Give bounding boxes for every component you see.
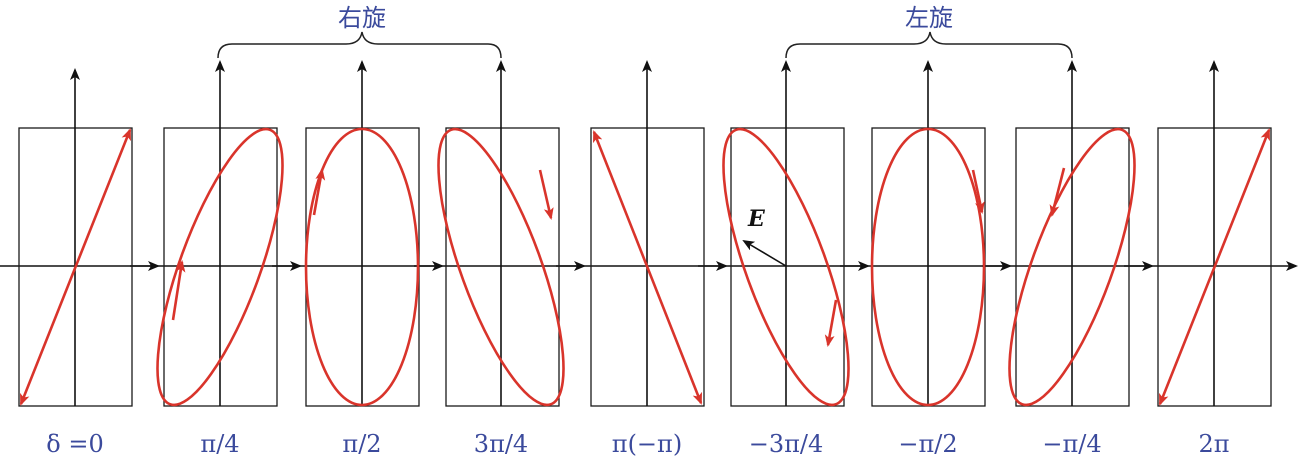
panel-frame	[445, 127, 560, 407]
polarization-ellipse	[722, 127, 850, 407]
phase-label: −π/4	[1042, 430, 1101, 458]
polarization-ellipse	[304, 127, 420, 407]
left-group-label: 左旋	[905, 4, 953, 32]
panel-frame	[730, 127, 845, 407]
phase-label: −3π/4	[749, 430, 824, 458]
polarization-ellipse	[437, 127, 565, 407]
e-vector-arrow	[742, 239, 787, 267]
panel-pi-minus-pi	[590, 60, 705, 407]
rotation-arrow	[538, 169, 554, 220]
right-group-brace	[217, 31, 502, 59]
phase-label: δ =0	[46, 430, 103, 458]
polarization-line	[592, 130, 703, 405]
panel-delta-0	[18, 68, 133, 407]
phase-label: π(−π)	[612, 430, 682, 458]
phase-label: −π/2	[898, 430, 957, 458]
rotation-arrow	[971, 169, 985, 214]
left-group-brace	[785, 31, 1073, 59]
rotation-arrow	[1049, 167, 1066, 217]
panel-2pi	[1157, 60, 1272, 407]
polarization-ellipse	[156, 127, 284, 407]
right-group-label: 右旋	[338, 4, 386, 32]
panel-minus-pi-4	[1008, 60, 1136, 407]
rotation-arrow	[312, 168, 326, 216]
panel-minus-3pi-4: E	[722, 60, 850, 407]
e-vector-label: E	[747, 206, 766, 232]
phase-label: 2π	[1198, 430, 1229, 458]
panel-3pi-4	[437, 60, 565, 407]
polarization-line	[1158, 128, 1271, 406]
rotation-arrow	[171, 260, 186, 321]
panel-pi-4	[156, 60, 284, 407]
polarization-ellipse	[870, 127, 986, 407]
phase-label: 3π/4	[474, 430, 528, 458]
polarization-line	[19, 128, 132, 406]
polarization-ellipse	[1008, 127, 1136, 407]
panel-pi-2	[304, 60, 420, 407]
phase-label: π/2	[342, 430, 381, 458]
rotation-arrow	[824, 299, 838, 347]
phase-label: π/4	[200, 430, 239, 458]
panel-minus-pi-2	[870, 60, 986, 407]
